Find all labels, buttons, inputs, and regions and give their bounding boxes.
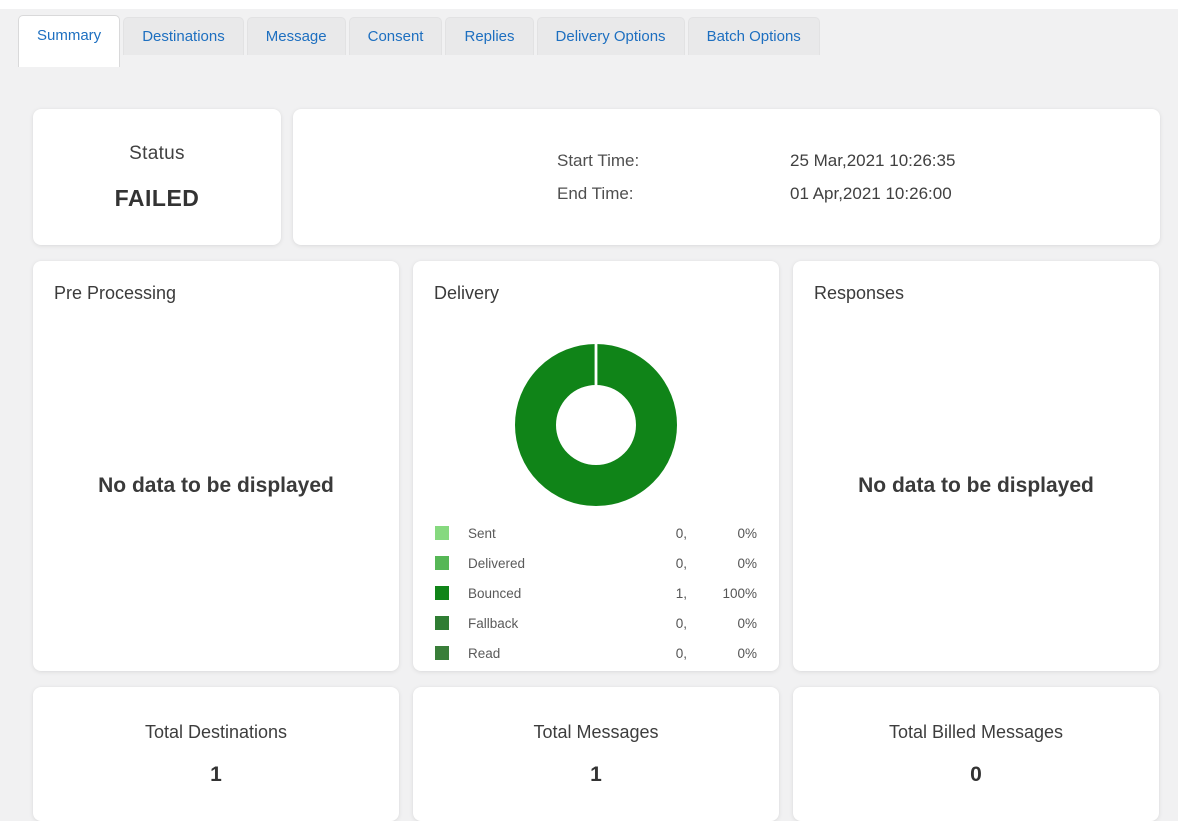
legend-item-read[interactable]: Read 0, 0% — [435, 638, 757, 668]
delivered-count: 0, — [675, 555, 687, 571]
pre-processing-panel: Pre Processing No data to be displayed — [33, 261, 399, 671]
legend-item-delivered[interactable]: Delivered 0, 0% — [435, 548, 757, 578]
bounced-percent: 100% — [722, 585, 757, 601]
total-messages-label: Total Messages — [533, 721, 659, 742]
legend-item-sent[interactable]: Sent 0, 0% — [435, 518, 757, 548]
time-card: Start Time: 25 Mar,2021 10:26:35 End Tim… — [293, 109, 1160, 245]
total-destinations-label: Total Destinations — [144, 721, 288, 742]
legend-item-bounced[interactable]: Bounced 1, 100% — [435, 578, 757, 608]
start-time-value: 25 Mar,2021 10:26:35 — [790, 150, 956, 170]
total-destinations-value: 1 — [210, 762, 222, 786]
donut-svg — [515, 342, 677, 506]
pre-processing-title: Pre Processing — [54, 283, 177, 303]
read-label: Read — [468, 645, 501, 661]
bounced-swatch-icon — [435, 586, 449, 600]
total-billed-messages-label: Total Billed Messages — [888, 721, 1064, 742]
tab-delivery-options[interactable]: Delivery Options — [536, 17, 685, 55]
tab-message[interactable]: Message — [246, 17, 346, 55]
fallback-percent: 0% — [737, 615, 757, 631]
bounced-count: 1, — [675, 585, 687, 601]
responses-title: Responses — [814, 283, 905, 303]
tab-replies[interactable]: Replies — [445, 17, 534, 55]
end-time-value: 01 Apr,2021 10:26:00 — [790, 183, 952, 203]
end-time-label: End Time: — [557, 183, 634, 203]
status-time-row: Status FAILED Start Time: 25 Mar,2021 10… — [33, 109, 1160, 245]
delivered-percent: 0% — [737, 555, 757, 571]
read-percent: 0% — [737, 645, 757, 661]
responses-empty-text: No data to be displayed — [858, 474, 1094, 497]
fallback-swatch-icon — [435, 616, 449, 630]
read-swatch-icon — [435, 646, 449, 660]
end-time-row: End Time: 01 Apr,2021 10:26:00 — [557, 184, 1160, 204]
donut-slice-gap — [594, 342, 598, 387]
delivery-title: Delivery — [434, 283, 500, 303]
legend-item-fallback[interactable]: Fallback 0, 0% — [435, 608, 757, 638]
pre-processing-empty-text: No data to be displayed — [98, 474, 334, 497]
total-destinations-card: Total Destinations 1 — [33, 687, 399, 821]
tab-bar: Summary Destinations Message Consent Rep… — [0, 15, 1178, 75]
bounced-label: Bounced — [468, 585, 522, 601]
responses-panel: Responses No data to be displayed — [793, 261, 1159, 671]
sent-swatch-icon — [435, 526, 449, 540]
fallback-count: 0, — [675, 615, 687, 631]
start-time-label: Start Time: — [557, 150, 640, 170]
sent-percent: 0% — [737, 525, 757, 541]
top-strip — [0, 0, 1178, 9]
total-billed-messages-card: Total Billed Messages 0 — [793, 687, 1159, 821]
total-billed-messages-value: 0 — [970, 762, 982, 786]
delivered-label: Delivered — [468, 555, 526, 571]
fallback-label: Fallback — [468, 615, 519, 631]
total-messages-value: 1 — [590, 762, 602, 786]
start-time-row: Start Time: 25 Mar,2021 10:26:35 — [557, 151, 1160, 171]
status-title: Status — [129, 142, 185, 164]
status-card: Status FAILED — [33, 109, 281, 245]
read-count: 0, — [675, 645, 687, 661]
delivery-legend: Sent 0, 0% Delivered 0, 0% Bounced 1, 10… — [435, 518, 757, 668]
tab-consent[interactable]: Consent — [348, 17, 443, 55]
totals-row: Total Destinations 1 Total Messages 1 To… — [33, 687, 1160, 821]
tab-summary[interactable]: Summary — [18, 15, 121, 67]
total-messages-card: Total Messages 1 — [413, 687, 779, 821]
tab-batch-options[interactable]: Batch Options — [687, 17, 820, 55]
delivery-donut-chart — [496, 325, 696, 525]
summary-content: Status FAILED Start Time: 25 Mar,2021 10… — [0, 75, 1178, 821]
delivery-panel: Delivery Sent 0, 0% Delivered 0, — [413, 261, 779, 671]
delivered-swatch-icon — [435, 556, 449, 570]
panels-row: Pre Processing No data to be displayed D… — [33, 261, 1160, 671]
sent-label: Sent — [468, 525, 496, 541]
sent-count: 0, — [675, 525, 687, 541]
tab-destinations[interactable]: Destinations — [123, 17, 244, 55]
status-value: FAILED — [114, 184, 200, 211]
